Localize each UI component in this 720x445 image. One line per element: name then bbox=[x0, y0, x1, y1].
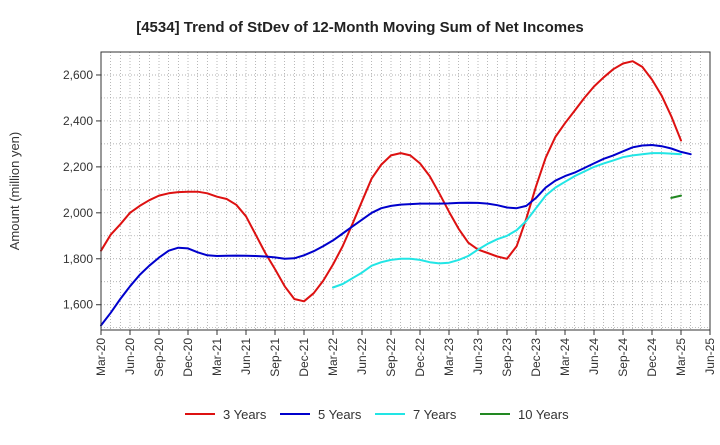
x-tick-label: Sep-23 bbox=[500, 338, 514, 377]
x-tick-label: Jun-22 bbox=[355, 338, 369, 375]
x-tick-label: Sep-21 bbox=[268, 338, 282, 377]
legend-label: 10 Years bbox=[518, 407, 569, 422]
x-tick-label: Mar-22 bbox=[326, 338, 340, 376]
x-tick-label: Dec-20 bbox=[181, 338, 195, 377]
y-tick-label: 2,400 bbox=[63, 114, 93, 128]
series-line-10-years bbox=[670, 194, 682, 199]
y-tick-label: 2,000 bbox=[63, 206, 93, 220]
x-tick-label: Dec-22 bbox=[413, 338, 427, 377]
legend: 3 Years 5 Years 7 Years 10 Years bbox=[185, 407, 569, 422]
legend-label: 5 Years bbox=[318, 407, 362, 422]
x-tick-label: Mar-21 bbox=[210, 338, 224, 376]
legend-label: 3 Years bbox=[223, 407, 267, 422]
x-tick-label: Mar-23 bbox=[442, 338, 456, 376]
legend-item-5-years: 5 Years bbox=[280, 407, 362, 422]
x-tick-label: Jun-24 bbox=[587, 338, 601, 375]
y-axis-label: Amount (million yen) bbox=[7, 132, 22, 251]
x-tick-label: Mar-25 bbox=[674, 338, 688, 376]
legend-item-3-years: 3 Years bbox=[185, 407, 267, 422]
series-line-5-years bbox=[100, 144, 692, 327]
y-tick-label: 2,600 bbox=[63, 68, 93, 82]
x-tick-label: Dec-21 bbox=[297, 338, 311, 377]
x-tick-label: Sep-24 bbox=[616, 338, 630, 377]
x-tick-label: Jun-23 bbox=[471, 338, 485, 375]
y-tick-label: 2,200 bbox=[63, 160, 93, 174]
plot-background bbox=[101, 52, 710, 330]
series-layer bbox=[100, 60, 692, 327]
legend-label: 7 Years bbox=[413, 407, 457, 422]
series-line-3-years bbox=[100, 60, 682, 303]
x-tick-label: Jun-25 bbox=[703, 338, 717, 375]
x-tick-label: Jun-20 bbox=[123, 338, 137, 375]
x-tick-label: Dec-24 bbox=[645, 338, 659, 377]
axes: 1,600 1,800 2,000 2,200 2,400 2,600 Mar-20 Jun-… bbox=[63, 51, 717, 377]
x-tick-label: Mar-24 bbox=[558, 338, 572, 376]
y-tick-label: 1,600 bbox=[63, 298, 93, 312]
plot-area bbox=[101, 52, 710, 330]
legend-item-7-years: 7 Years bbox=[375, 407, 457, 422]
x-tick-label: Sep-20 bbox=[152, 338, 166, 377]
chart-title: [4534] Trend of StDev of 12-Month Moving… bbox=[136, 19, 584, 36]
legend-item-10-years: 10 Years bbox=[480, 407, 569, 422]
x-tick-label: Dec-23 bbox=[529, 338, 543, 377]
series-line-7-years bbox=[332, 152, 682, 289]
x-tick-label: Sep-22 bbox=[384, 338, 398, 377]
grid-lines bbox=[101, 52, 710, 330]
plot-border bbox=[100, 51, 711, 331]
x-tick-label: Jun-21 bbox=[239, 338, 253, 375]
y-tick-label: 1,800 bbox=[63, 252, 93, 266]
x-tick-label: Mar-20 bbox=[94, 338, 108, 376]
